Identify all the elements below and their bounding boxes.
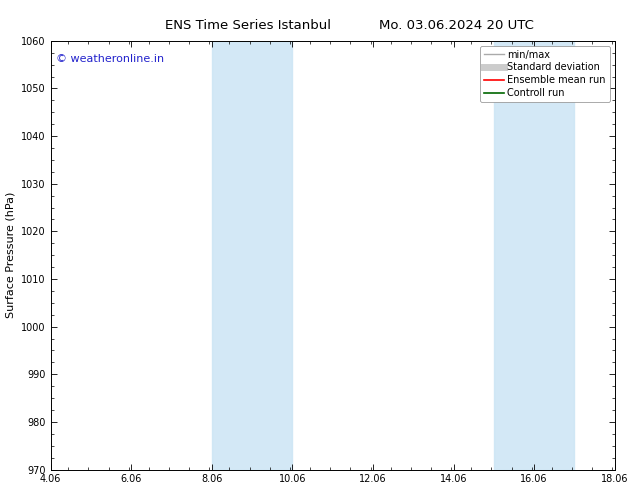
Legend: min/max, Standard deviation, Ensemble mean run, Controll run: min/max, Standard deviation, Ensemble me… [480,46,610,102]
Text: © weatheronline.in: © weatheronline.in [56,54,164,64]
Text: ENS Time Series Istanbul: ENS Time Series Istanbul [165,19,331,32]
Bar [212,41,292,469]
Text: Mo. 03.06.2024 20 UTC: Mo. 03.06.2024 20 UTC [379,19,534,32]
Y-axis label: Surface Pressure (hPa): Surface Pressure (hPa) [6,192,16,318]
Bar [494,41,574,469]
